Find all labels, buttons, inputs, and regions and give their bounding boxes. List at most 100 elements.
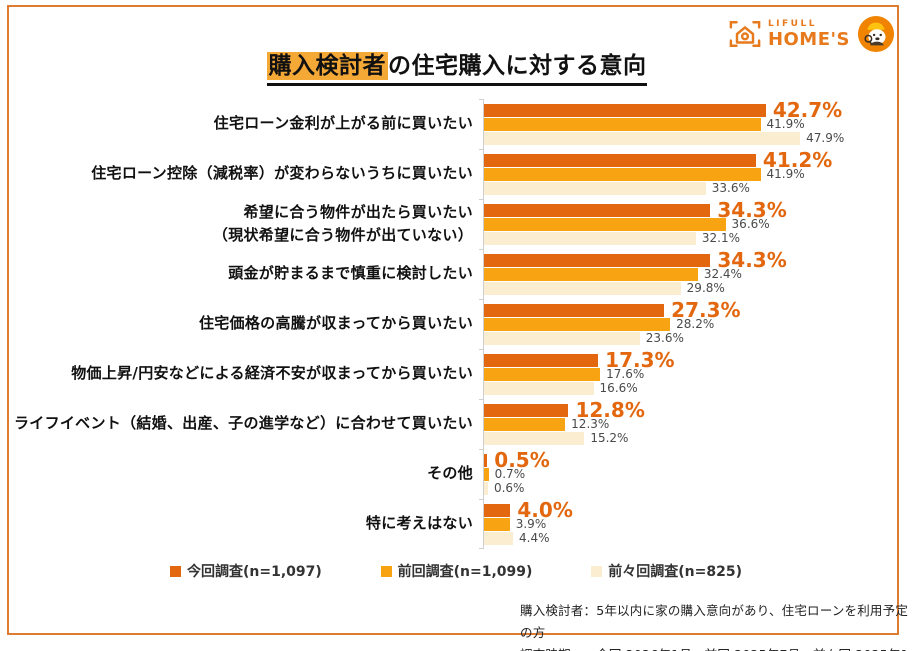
bar-group: 物価上昇/円安などによる経済不安が収まってから買いたい 17.3% 17.6% 16.…: [0, 349, 913, 399]
value-label: 0.6%: [493, 480, 525, 495]
bar-row: 32.1%: [484, 231, 913, 245]
bar-series-1: [484, 203, 711, 217]
bar-row: 41.2%: [484, 150, 913, 170]
bar-series-1: [484, 253, 711, 267]
bar-series-2: [484, 317, 671, 331]
value-label: 12.3%: [571, 416, 610, 431]
logo-wordmark: LIFULL HOME'S: [767, 19, 850, 50]
chart-title-text: 購入検討者の住宅購入に対する意向: [266, 46, 647, 86]
bar-row: 4.4%: [484, 530, 913, 545]
bar-group: 特に考えはない 4.0% 3.9% 4.4%: [0, 499, 913, 549]
bar-row: 41.9%: [484, 166, 913, 181]
legend-swatch: [380, 565, 392, 577]
category-label: 希望に合う物件が出たら買いたい （現状希望に合う物件が出ていない）: [212, 202, 473, 244]
value-label: 29.8%: [686, 280, 725, 295]
value-label: 4.0%: [517, 497, 573, 522]
bar-series-1: [484, 303, 665, 317]
bar-series-3: [484, 231, 696, 245]
bar-series-2: [484, 367, 601, 381]
value-label: 34.3%: [717, 247, 787, 272]
bar-group: ライフイベント（結婚、出産、子の進学など）に合わせて買いたい 12.8% 12.3%…: [0, 399, 913, 449]
value-label: 4.4%: [519, 530, 550, 545]
bar-series-2: [484, 217, 726, 231]
value-label: 42.7%: [772, 97, 843, 122]
bar-row: 34.3%: [484, 247, 913, 272]
bar-group: 希望に合う物件が出たら買いたい （現状希望に合う物件が出ていない） 34.3% 36…: [0, 199, 913, 249]
chart-legend: 今回調査(n=1,097) 前回調査(n=1,099) 前々回調査(n=825): [170, 561, 742, 581]
bar-series-1: [484, 503, 511, 517]
bar-row: 29.8%: [484, 280, 913, 295]
bar-row: 16.6%: [484, 381, 913, 395]
bar-series-2: [484, 467, 489, 481]
legend-item-3: 前々回調査(n=825): [591, 561, 742, 581]
bar-series-2: [484, 417, 566, 431]
bar-row: 42.7%: [484, 97, 913, 122]
lifull-homes-logo: LIFULL HOME'S: [729, 15, 895, 53]
bar-stack: 27.3% 28.2% 23.6%: [483, 299, 913, 349]
bar-stack: 34.3% 32.4% 29.8%: [483, 249, 913, 299]
chart-title: 購入検討者の住宅購入に対する意向: [0, 46, 913, 86]
bar-stack: 12.8% 12.3% 15.2%: [483, 399, 913, 449]
bar-row: 12.3%: [484, 416, 913, 431]
chart-rows: 住宅ローン金利が上がる前に買いたい 42.7% 41.9% 47.9% 住宅ローン控除（…: [0, 99, 913, 549]
bar-chart: 住宅ローン金利が上がる前に買いたい 42.7% 41.9% 47.9% 住宅ローン控除（…: [0, 99, 913, 549]
value-label: 17.3%: [605, 347, 675, 372]
legend-swatch: [591, 565, 603, 577]
bar-group: その他 0.5% 0.7% 0.6%: [0, 449, 913, 499]
value-label: 47.9%: [806, 130, 845, 145]
bar-series-3: [484, 431, 585, 445]
category-label: 頭金が貯まるまで慎重に検討したい: [228, 264, 473, 283]
value-label: 27.3%: [671, 297, 741, 322]
bar-series-3: [484, 531, 514, 545]
bar-series-2: [484, 267, 698, 281]
bar-row: 41.9%: [484, 116, 913, 131]
bar-series-3: [484, 131, 801, 145]
bar-stack: 0.5% 0.7% 0.6%: [483, 449, 913, 499]
footnote-definition: 購入検討者：5年以内に家の購入意向があり、住宅ローンを利用予定の方: [520, 603, 909, 640]
legend-label: 前々回調査(n=825): [608, 564, 742, 580]
bar-row: 4.0%: [484, 497, 913, 522]
bar-stack: 4.0% 3.9% 4.4%: [483, 499, 913, 549]
value-label: 34.3%: [717, 197, 787, 222]
legend-swatch: [170, 565, 181, 577]
title-highlight: 購入検討者: [266, 52, 388, 80]
bar-row: 34.3%: [484, 197, 913, 222]
bar-series-2: [484, 167, 761, 181]
bar-row: 33.6%: [484, 180, 913, 195]
value-label: 36.6%: [731, 216, 770, 231]
bar-row: 27.3%: [484, 297, 913, 322]
value-label: 0.7%: [494, 466, 526, 481]
bar-group: 住宅ローン控除（減税率）が変わらないうちに買いたい 41.2% 41.9% 33.6%: [0, 149, 913, 199]
category-label: 住宅価格の高騰が収まってから買いたい: [198, 314, 473, 333]
bar-stack: 17.3% 17.6% 16.6%: [483, 349, 913, 399]
logo-homes-text: HOME'S: [767, 28, 850, 50]
legend-item-2: 前回調査(n=1,099): [380, 561, 532, 581]
value-label: 28.2%: [676, 316, 715, 331]
bar-stack: 41.2% 41.9% 33.6%: [483, 149, 913, 199]
bar-series-1: [484, 403, 569, 417]
bar-group: 頭金が貯まるまで慎重に検討したい 34.3% 32.4% 29.8%: [0, 249, 913, 299]
bar-row: 23.6%: [484, 331, 913, 345]
category-label: 住宅ローン控除（減税率）が変わらないうちに買いたい: [91, 164, 473, 183]
value-label: 41.9%: [766, 166, 805, 181]
bar-series-3: [484, 481, 488, 495]
bar-group: 住宅ローン金利が上がる前に買いたい 42.7% 41.9% 47.9%: [0, 99, 913, 149]
house-icon: [729, 21, 761, 47]
bar-row: 32.4%: [484, 267, 913, 281]
bar-series-1: [484, 103, 766, 117]
homes-kun-mascot-icon: [857, 15, 895, 53]
category-label: その他: [427, 464, 473, 483]
bar-row: 0.6%: [484, 480, 913, 495]
category-label: 物価上昇/円安などによる経済不安が収まってから買いたい: [71, 364, 473, 383]
bar-row: 36.6%: [484, 216, 913, 231]
bar-row: 3.9%: [484, 517, 913, 531]
bar-row: 17.6%: [484, 367, 913, 381]
category-label: ライフイベント（結婚、出産、子の進学など）に合わせて買いたい: [13, 414, 473, 433]
bar-row: 47.9%: [484, 130, 913, 145]
value-label: 33.6%: [711, 180, 750, 195]
bar-series-1: [484, 153, 756, 167]
bar-row: 12.8%: [484, 400, 913, 420]
value-label: 41.9%: [766, 116, 805, 131]
bar-series-2: [484, 517, 510, 531]
